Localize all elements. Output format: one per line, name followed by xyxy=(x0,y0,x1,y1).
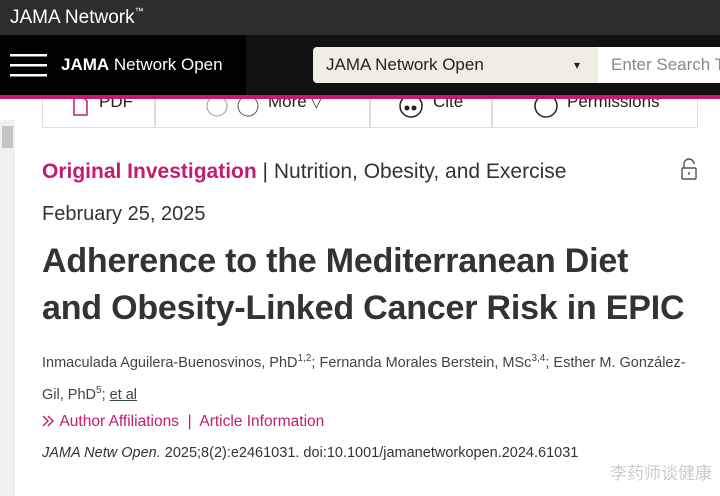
author-name[interactable]: Inmaculada Aguilera-Buenosvinos, PhD xyxy=(42,354,298,371)
citation-rest: 2025;8(2):e2461031. doi:10.1001/jamanetw… xyxy=(164,445,579,461)
scroll-thumb[interactable] xyxy=(2,126,13,148)
more-arrow: ▽ xyxy=(311,99,322,110)
toolbar: PDF More ▽ Cite Permissions xyxy=(42,99,698,129)
toolbar-label: Permissions xyxy=(567,99,660,111)
author-name[interactable]: Fernanda Morales Berstein, MSc xyxy=(319,354,532,371)
more-button[interactable]: More ▽ xyxy=(155,99,370,128)
heading-separator: | xyxy=(262,160,269,183)
scrollbar[interactable] xyxy=(0,120,15,496)
author-sep: ; xyxy=(311,354,316,371)
article-type[interactable]: Original Investigation xyxy=(42,160,257,183)
et-al-link[interactable]: et al xyxy=(109,386,138,403)
pdf-icon xyxy=(73,99,88,116)
nav-left: JAMA Network Open xyxy=(0,35,246,95)
watermark: 李药师谈健康 xyxy=(610,464,712,483)
accent-line xyxy=(0,95,720,99)
permissions-button[interactable]: Permissions xyxy=(492,99,698,128)
author-affil: 3,4 xyxy=(531,353,546,364)
link-separator: | xyxy=(187,413,192,430)
title-line: and Obesity-Linked Cancer Risk in EPIC xyxy=(42,289,685,327)
dropdown-arrow: ▾ xyxy=(573,58,580,72)
authors: Inmaculada Aguilera-Buenosvinos, PhD1,2;… xyxy=(42,345,704,409)
share-icons xyxy=(206,99,259,117)
toolbar-label: Cite xyxy=(433,99,464,111)
author-affil: 1,2 xyxy=(297,353,312,364)
site-title-bold: JAMA xyxy=(61,55,110,74)
citation-journal: JAMA Netw Open. xyxy=(42,445,161,461)
site-title[interactable]: JAMA Network Open xyxy=(61,35,223,95)
dropdown-label: JAMA Network Open xyxy=(326,55,484,74)
search-input[interactable]: Enter Search T xyxy=(598,47,720,83)
title-line: Adherence to the Mediterranean Diet xyxy=(42,242,629,280)
author-sep: ; xyxy=(101,386,106,403)
site-title-rest: Network Open xyxy=(113,55,223,74)
pdf-button[interactable]: PDF xyxy=(42,99,155,128)
chevron-icon xyxy=(42,415,54,427)
link[interactable]: Author Affiliations xyxy=(59,413,179,430)
author-affil: 5 xyxy=(96,384,102,396)
article-heading: Original Investigation | Nutrition, Obes… xyxy=(42,158,566,186)
brand-mark: ™ xyxy=(134,6,144,16)
toolbar-label: PDF xyxy=(99,99,133,111)
article-section[interactable]: Nutrition, Obesity, and Exercise xyxy=(273,160,567,183)
link[interactable]: Article Information xyxy=(199,413,325,430)
brand[interactable]: JAMA Network xyxy=(10,7,135,28)
author-name[interactable]: Esther M. González-Gil, PhD xyxy=(42,354,686,403)
info-links: Author Affiliations | Article Informatio… xyxy=(42,410,324,434)
menu-icon[interactable] xyxy=(10,53,48,77)
lock-icon xyxy=(681,158,697,180)
top-bar: JAMA Network™ xyxy=(0,0,720,35)
publish-date: February 25, 2025 xyxy=(42,203,206,225)
journal-dropdown[interactable]: JAMA Network Open ▾ xyxy=(313,47,598,83)
toolbar-label: More xyxy=(268,99,307,111)
citation: JAMA Netw Open. 2025;8(2):e2461031. doi:… xyxy=(42,441,578,465)
nav-bar: JAMA Network Open JAMA Network Open ▾ Ent… xyxy=(0,35,720,95)
article-title: Adherence to the Mediterranean Diet and O… xyxy=(42,238,685,332)
author-sep: ; xyxy=(545,354,550,371)
permissions-icon xyxy=(534,99,558,118)
cite-icon xyxy=(399,99,423,118)
cite-button[interactable]: Cite xyxy=(370,99,492,128)
